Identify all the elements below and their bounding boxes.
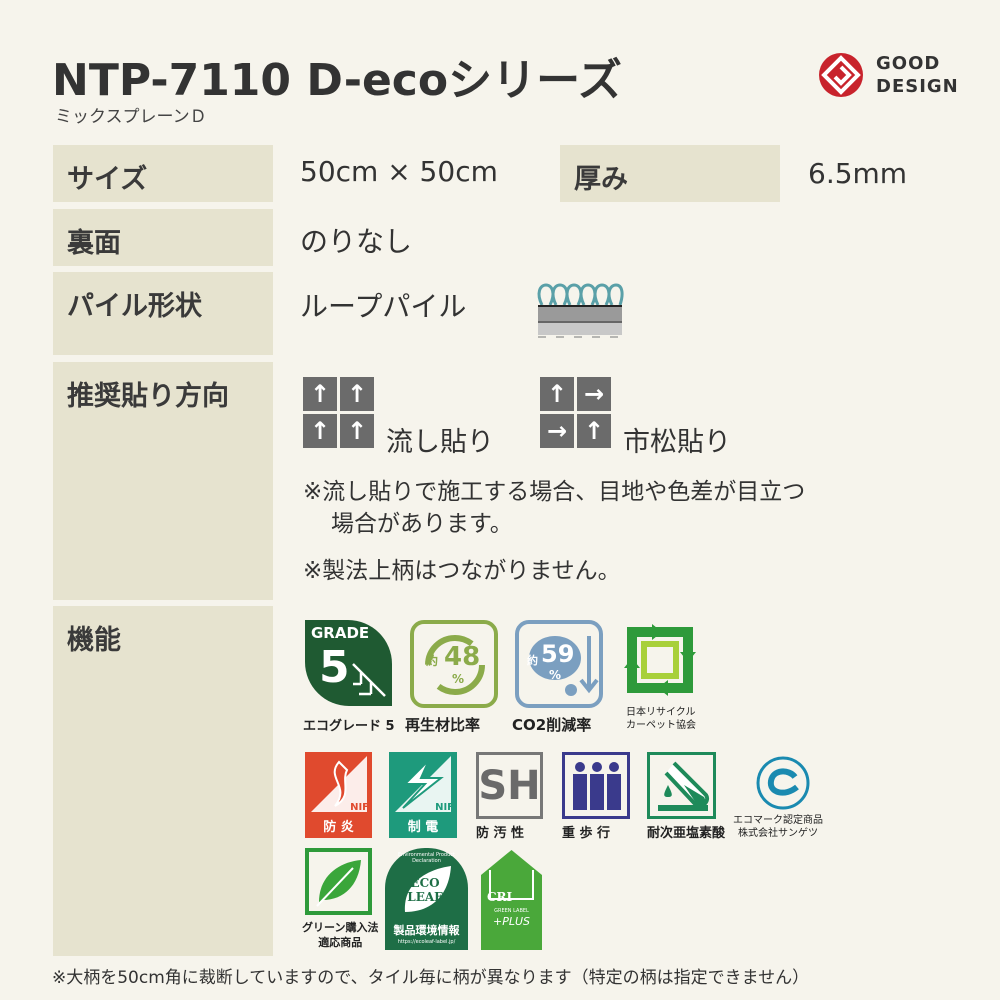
leaf-icon	[404, 866, 451, 912]
ecoleaf-text: ECO	[410, 876, 440, 890]
stain-resistant-badge: SH	[476, 752, 543, 819]
page-title: NTP-7110 D-ecoシリーズ	[52, 55, 622, 106]
straight-lay-label: 流し貼り	[386, 427, 494, 458]
size-label: サイズ	[53, 145, 273, 202]
arrow-up-icon: ↑	[303, 377, 337, 411]
arrow-right-icon: →	[577, 377, 611, 411]
good-design-logo: GOOD DESIGN	[818, 52, 958, 100]
arrow-up-icon: ↑	[540, 377, 574, 411]
page-subtitle: ミックスプレーンＤ	[55, 107, 207, 127]
ecoleaf-arc-text: Environmental Product Declaration	[398, 852, 455, 864]
arrow-up-icon: ↑	[303, 414, 337, 448]
ecomark-caption: エコマーク認定商品 株式会社サンゲツ	[733, 814, 823, 840]
arrow-up-icon: ↑	[577, 414, 611, 448]
co2-percent: 59	[541, 640, 575, 668]
logo-text: DESIGN	[876, 76, 959, 97]
thickness-value: 6.5mm	[808, 157, 908, 190]
pile-label: パイル形状	[53, 272, 273, 355]
checkerboard-lay-label: 市松貼り	[623, 427, 731, 458]
green-purchasing-badge	[305, 848, 372, 915]
caption-line: カーペット協会	[626, 720, 696, 731]
antistatic-badge: NIF 制 電	[389, 752, 457, 838]
heavy-traffic-caption: 重 歩 行	[562, 826, 611, 841]
co2-caption: CO2削減率	[512, 716, 592, 734]
chlorine-resistant-badge	[647, 752, 716, 819]
good-design-icon	[819, 53, 863, 97]
ecoleaf-text: LEAF	[407, 890, 443, 904]
stain-caption: 防 汚 性	[476, 826, 525, 841]
co2-prefix: 約	[527, 654, 538, 667]
pile-value: ループパイル	[300, 290, 467, 323]
recycle-unit: %	[452, 672, 465, 686]
caption-line: 日本リサイクル	[626, 707, 696, 718]
caption-line: 適応商品	[318, 936, 363, 949]
people-icon	[573, 762, 621, 810]
cri-label-text: GREEN LABEL	[494, 908, 529, 914]
leaf-icon	[316, 860, 361, 907]
lightning-icon	[395, 756, 451, 812]
carpet-recycle-association-icon	[624, 624, 696, 696]
recycle-prefix: 約	[426, 654, 439, 668]
nif-mark: NIF	[435, 802, 454, 813]
caption-line: 株式会社サンゲツ	[738, 828, 818, 839]
back-label: 裏面	[53, 209, 273, 266]
arrow-right-icon: →	[540, 414, 574, 448]
fire-caption: 防 炎	[323, 820, 354, 835]
caption-line: グリーン購入法	[302, 921, 379, 934]
ecomark-icon	[756, 756, 810, 810]
arrow-up-icon: ↑	[340, 377, 374, 411]
heavy-traffic-badge	[562, 752, 630, 819]
checkerboard-lay-tile-icon: ↑ → → ↑	[540, 377, 611, 448]
branch-icon	[352, 663, 386, 697]
recycle-arrows-icon	[425, 635, 485, 695]
arrow-up-icon: ↑	[340, 414, 374, 448]
note-text: ※製法上柄はつながりません。	[303, 558, 621, 584]
cloud-arrow-icon	[529, 636, 599, 696]
function-label: 機能	[53, 606, 273, 956]
fire-retardant-badge: NIF 防 炎	[305, 752, 372, 838]
eco-grade-caption: エコグレード 5	[303, 719, 395, 734]
eco-grade-badge: GRADE 5	[305, 620, 392, 706]
direction-label: 推奨貼り方向	[53, 362, 273, 600]
chlorine-caption: 耐次亜塩素酸	[647, 826, 726, 841]
loop-pile-diagram-icon	[537, 283, 624, 338]
co2-unit: %	[549, 668, 562, 682]
carpet-assoc-caption: 日本リサイクル カーペット協会	[626, 706, 696, 732]
ecoleaf-url: https://ecoleaf-label.jp/	[397, 939, 456, 945]
co2-reduction-badge: 約 59 %	[515, 620, 603, 708]
note-text: ※流し貼りで施工する場合、目地や色差が目立つ	[303, 479, 806, 505]
note-text: 場合があります。	[331, 511, 513, 537]
ecoleaf-caption: 製品環境情報	[393, 924, 460, 937]
straight-lay-tile-icon: ↑ ↑ ↑ ↑	[303, 377, 374, 448]
antistatic-caption: 制 電	[407, 820, 439, 835]
logo-text: GOOD	[876, 53, 941, 74]
back-value: のりなし	[300, 225, 413, 258]
cri-plus-text: +PLUS	[492, 915, 530, 928]
green-caption: グリーン購入法 適応商品	[302, 920, 378, 950]
recycle-ratio-badge: 約 48 %	[410, 620, 498, 708]
nif-mark: NIF	[350, 802, 369, 813]
footer-note: ※大柄を50cm角に裁断していますので、タイル毎に柄が異なります（特定の柄は指定…	[52, 968, 810, 988]
caption-line: エコマーク認定商品	[733, 815, 823, 826]
recycle-percent: 48	[444, 642, 481, 672]
flame-icon	[311, 756, 367, 812]
test-tube-icon	[658, 761, 709, 811]
cri-mark: CRI	[487, 890, 513, 904]
ecoleaf-badge: Environmental Product Declaration ECO LEA…	[385, 848, 468, 950]
recycle-caption: 再生材比率	[405, 716, 481, 734]
size-value: 50cm × 50cm	[300, 155, 498, 188]
grade-number: 5	[319, 642, 350, 693]
grade-text: GRADE	[311, 624, 370, 642]
thickness-label: 厚み	[560, 145, 780, 202]
cri-green-label-badge: CRI GREEN LABEL +PLUS	[481, 850, 542, 950]
